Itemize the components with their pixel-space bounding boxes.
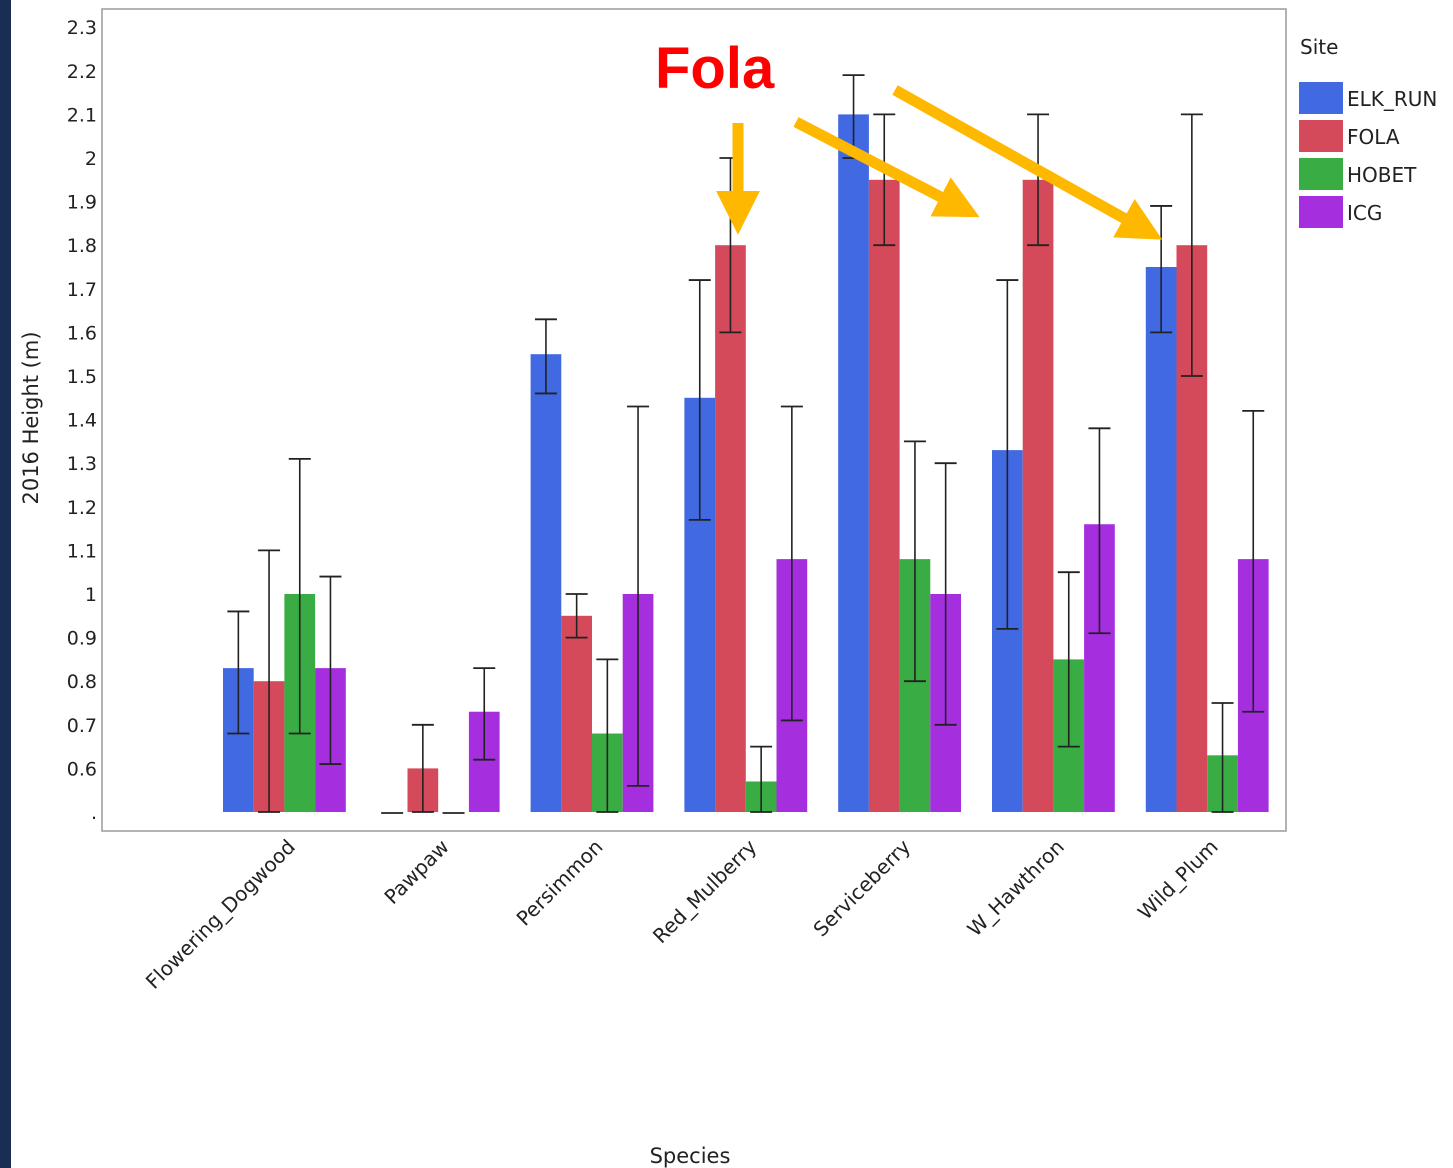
x-tick-label: Persimmon <box>512 835 608 931</box>
legend-swatch <box>1299 120 1343 152</box>
y-tick-label: 0.6 <box>67 758 97 780</box>
y-tick-label: 1 <box>85 584 97 606</box>
y-tick-label: 0.9 <box>67 628 97 650</box>
y-tick-label: 0.7 <box>67 715 97 737</box>
y-tick-label: 1.2 <box>67 497 97 519</box>
y-tick-label: 1.5 <box>67 366 97 388</box>
legend-label: FOLA <box>1347 125 1400 149</box>
x-tick-label: Wild_Plum <box>1133 835 1223 925</box>
arrow-to-wild-plum <box>892 85 1163 240</box>
x-tick-label: Pawpaw <box>379 835 453 909</box>
x-tick-label: W_Hawthron <box>962 835 1069 942</box>
y-tick-label: 1.6 <box>67 322 97 344</box>
y-tick-label: 1.4 <box>67 410 97 432</box>
y-axis: . 0.6 0.7 0.8 0.9 1 1.1 1.2 1.3 1.4 1.5 1.6 1.7 1.8 1.… <box>67 17 97 824</box>
slide-left-border <box>0 0 11 1168</box>
x-tick-label: Red_Mulberry <box>648 834 762 948</box>
error-bars-group <box>227 74 1265 814</box>
y-tick-label: 1.8 <box>67 235 97 257</box>
x-tick-label: Serviceberry <box>808 834 915 941</box>
plot-frame <box>101 8 1287 832</box>
legend-label: HOBET <box>1347 163 1417 187</box>
bar <box>530 354 562 812</box>
y-tick-label: 1.7 <box>67 279 97 301</box>
bar <box>715 245 746 812</box>
y-tick-label: 1.9 <box>67 192 97 214</box>
y-tick-label: 2 <box>85 148 97 170</box>
bar <box>1145 267 1177 812</box>
bars-group <box>223 114 1269 813</box>
bar <box>838 114 869 812</box>
bar <box>1022 179 1054 813</box>
y-tick-label: 2.2 <box>67 61 97 83</box>
y-tick-label: . <box>91 802 97 824</box>
x-axis: Flowering_Dogwood Pawpaw Persimmon Red_Mulb… <box>141 834 1223 993</box>
annotation-arrows <box>716 85 1163 240</box>
y-tick-label: 1.3 <box>67 453 97 475</box>
legend-label: ICG <box>1347 201 1382 225</box>
y-axis-title: 2016 Height (m) <box>19 331 43 504</box>
legend-swatch <box>1299 196 1343 228</box>
bar <box>561 615 592 812</box>
legend-swatch <box>1299 82 1343 114</box>
annotation-fola: Fola <box>655 36 775 101</box>
legend: Site ELK_RUN FOLA HOBET ICG <box>1299 35 1437 228</box>
y-tick-label: 2.1 <box>67 104 97 126</box>
legend-label: ELK_RUN <box>1347 87 1437 111</box>
legend-title: Site <box>1300 35 1338 59</box>
bar <box>868 179 900 813</box>
y-tick-label: 2.3 <box>67 17 97 39</box>
x-axis-title: Species <box>650 1144 731 1168</box>
y-tick-label: 1.1 <box>67 540 97 562</box>
x-tick-label: Flowering_Dogwood <box>141 835 300 994</box>
y-tick-label: 0.8 <box>67 671 97 693</box>
arrow-to-w-hawthron <box>793 117 980 218</box>
legend-swatch <box>1299 158 1343 190</box>
